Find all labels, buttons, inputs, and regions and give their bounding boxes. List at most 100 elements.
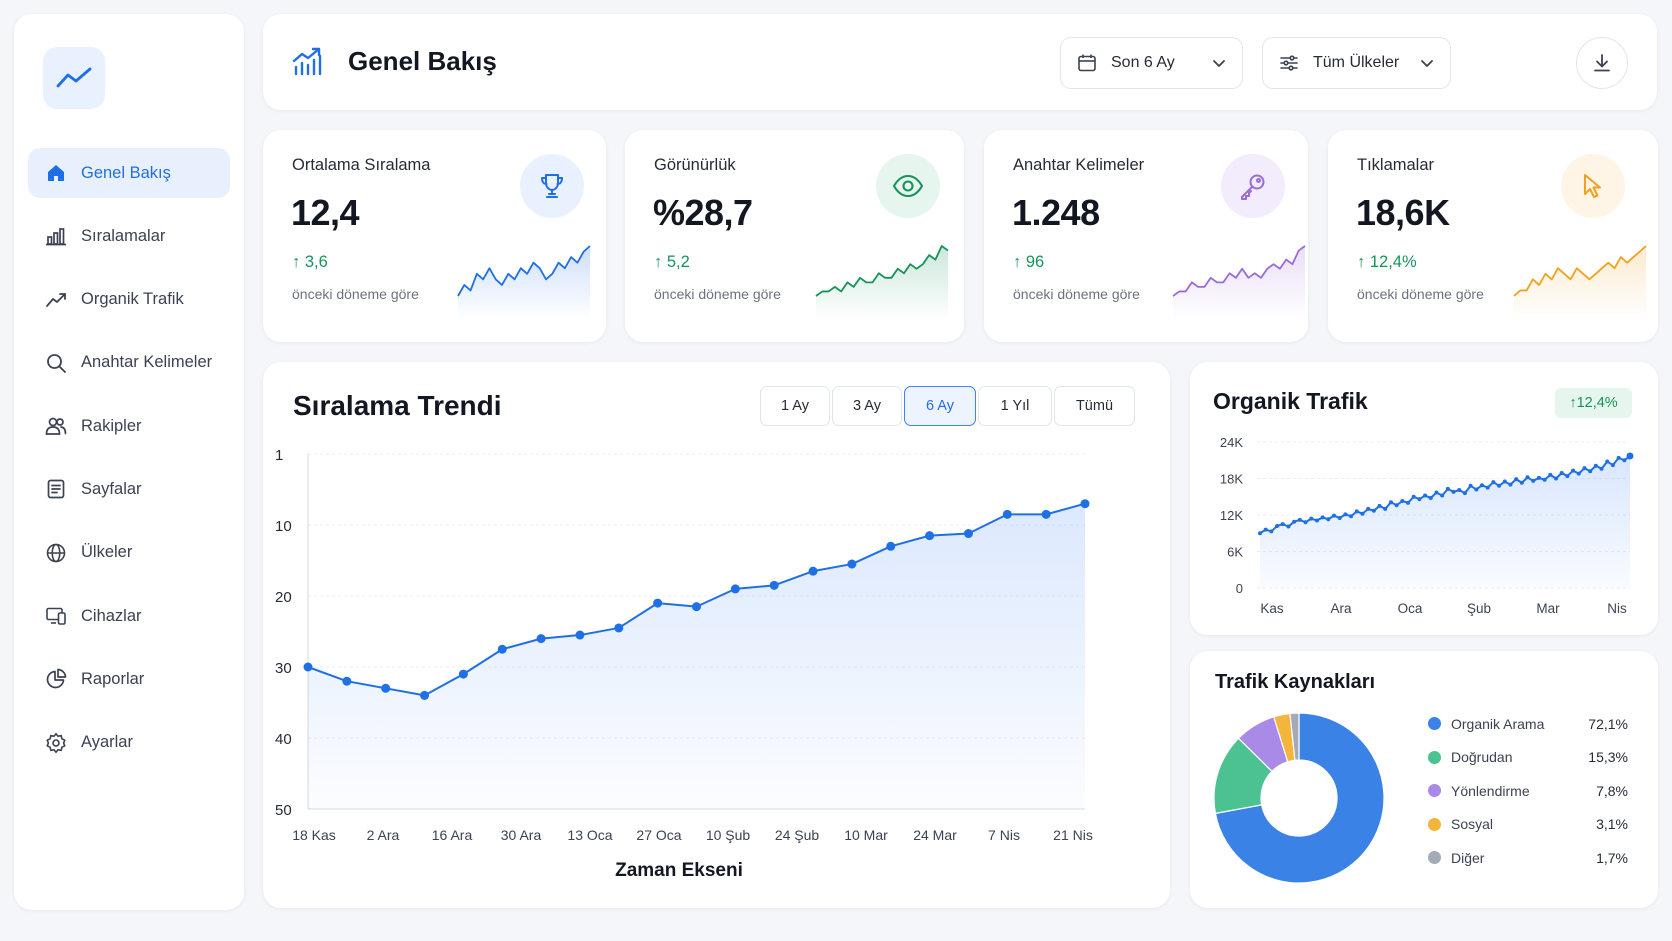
kpi-card-avg-rank[interactable]: Ortalama Sıralama 12,4 ↑ 3,6 önceki döne… xyxy=(263,130,606,342)
data-point xyxy=(1616,455,1621,460)
country-select[interactable]: Tüm Ülkeler xyxy=(1262,37,1451,89)
sidebar-item-devices[interactable]: Cihazlar xyxy=(28,591,230,641)
data-point[interactable] xyxy=(925,531,935,541)
data-point xyxy=(1491,480,1496,485)
sidebar-item-label: Organik Trafik xyxy=(81,290,184,309)
x-tick-label: 10 Şub xyxy=(706,827,751,843)
data-point xyxy=(1434,490,1439,495)
trend-badge-value: 12,4% xyxy=(1576,395,1618,411)
data-point[interactable] xyxy=(420,690,430,700)
data-point[interactable] xyxy=(653,598,663,608)
data-point[interactable] xyxy=(963,529,973,539)
data-point xyxy=(1554,476,1558,481)
data-point[interactable] xyxy=(847,559,857,569)
sparkline-area xyxy=(1173,246,1305,320)
kpi-label: Tıklamalar xyxy=(1357,156,1435,174)
kpi-label: Ortalama Sıralama xyxy=(292,156,431,174)
last-point[interactable] xyxy=(1626,452,1634,460)
data-point[interactable] xyxy=(808,566,818,576)
sidebar-nav: Genel Bakış Sıralamalar Organik Trafik A… xyxy=(28,148,230,781)
data-point[interactable] xyxy=(342,676,352,686)
range-1m-button[interactable]: 1 Ay xyxy=(760,386,830,426)
sidebar-item-label: Anahtar Kelimeler xyxy=(81,353,213,372)
kpi-label: Anahtar Kelimeler xyxy=(1013,156,1145,174)
data-point xyxy=(1514,477,1519,482)
data-point xyxy=(1519,480,1524,485)
sparkline-line xyxy=(815,245,949,297)
organic-traffic-card: Organik Trafik ↑ 12,4% 0 6K 12K 18K 24K Kas Ar… xyxy=(1190,362,1658,635)
data-point xyxy=(1258,531,1262,536)
kpi-card-keywords[interactable]: Anahtar Kelimeler 1.248 ↑ 96 önceki döne… xyxy=(984,130,1308,342)
sidebar-item-keywords[interactable]: Anahtar Kelimeler xyxy=(28,338,230,388)
data-point xyxy=(1280,522,1285,527)
sidebar-item-reports[interactable]: Raporlar xyxy=(28,654,230,704)
kpi-sub: önceki döneme göre xyxy=(1357,286,1484,302)
data-point xyxy=(1525,475,1530,480)
cursor-icon xyxy=(1561,154,1625,218)
legend-item[interactable]: Organik Arama 72,1% xyxy=(1428,707,1628,741)
y-tick-label: 18K xyxy=(1220,472,1243,487)
legend-item[interactable]: Sosyal 3,1% xyxy=(1428,808,1628,842)
data-point xyxy=(1366,506,1371,511)
data-point[interactable] xyxy=(303,662,313,672)
data-point xyxy=(1377,503,1382,508)
legend-value: 1,7% xyxy=(1596,849,1628,866)
sidebar-item-competitors[interactable]: Rakipler xyxy=(28,401,230,451)
traffic-sources-card: Trafik Kaynakları Organik Arama 72,1% Doğr… xyxy=(1190,651,1658,908)
legend-item[interactable]: Yönlendirme 7,8% xyxy=(1428,774,1628,808)
kpi-delta-value: 12,4% xyxy=(1369,253,1417,271)
data-point[interactable] xyxy=(769,580,779,590)
bar-chart-icon xyxy=(44,224,68,248)
kpi-card-clicks[interactable]: Tıklamalar 18,6K ↑ 12,4% önceki döneme g… xyxy=(1328,130,1658,342)
x-tick-label: Şub xyxy=(1467,601,1491,616)
x-tick-label: 13 Oca xyxy=(567,827,612,843)
data-point[interactable] xyxy=(497,644,507,654)
period-select[interactable]: Son 6 Ay xyxy=(1060,37,1243,89)
calendar-icon xyxy=(1078,54,1096,72)
data-point[interactable] xyxy=(458,669,468,679)
range-6m-button[interactable]: 6 Ay xyxy=(904,386,976,426)
data-point[interactable] xyxy=(730,584,740,594)
logo[interactable] xyxy=(43,47,105,109)
key-icon xyxy=(1221,154,1285,218)
range-all-button[interactable]: Tümü xyxy=(1054,386,1135,426)
data-point[interactable] xyxy=(886,541,896,551)
sidebar-item-pages[interactable]: Sayfalar xyxy=(28,464,230,514)
data-point xyxy=(1269,529,1274,534)
sidebar-item-label: Rakipler xyxy=(81,416,142,435)
data-point[interactable] xyxy=(536,634,546,644)
x-tick-label: 2 Ara xyxy=(367,827,400,843)
download-button[interactable] xyxy=(1576,37,1628,89)
globe-icon xyxy=(44,541,68,565)
legend-item[interactable]: Doğrudan 15,3% xyxy=(1428,741,1628,775)
sidebar-item-organic-traffic[interactable]: Organik Trafik xyxy=(28,275,230,325)
legend-value: 72,1% xyxy=(1588,715,1628,732)
data-point[interactable] xyxy=(614,623,624,633)
data-point[interactable] xyxy=(381,683,391,693)
legend-label: Doğrudan xyxy=(1451,749,1513,766)
sidebar-item-settings[interactable]: Ayarlar xyxy=(28,718,230,768)
donut-slice[interactable] xyxy=(1214,712,1385,884)
data-point[interactable] xyxy=(1080,499,1090,509)
range-3m-button[interactable]: 3 Ay xyxy=(832,386,902,426)
data-point[interactable] xyxy=(1002,509,1012,519)
country-select-value: Tüm Ülkeler xyxy=(1313,54,1400,71)
sidebar-item-countries[interactable]: Ülkeler xyxy=(28,528,230,578)
sidebar-item-label: Cihazlar xyxy=(81,606,142,625)
legend-item[interactable]: Diğer 1,7% xyxy=(1428,841,1628,875)
data-point[interactable] xyxy=(575,630,585,640)
data-point xyxy=(1480,483,1484,488)
data-point xyxy=(1303,520,1308,525)
sidebar-item-label: Ülkeler xyxy=(81,543,133,562)
x-tick-label: 24 Mar xyxy=(913,827,957,843)
data-point xyxy=(1468,483,1473,488)
sidebar-item-overview[interactable]: Genel Bakış xyxy=(28,148,230,198)
kpi-card-visibility[interactable]: Görünürlük %28,7 ↑ 5,2 önceki döneme gör… xyxy=(625,130,964,342)
range-1y-button[interactable]: 1 Yıl xyxy=(978,386,1052,426)
sidebar-item-rankings[interactable]: Sıralamalar xyxy=(28,211,230,261)
donut-slice[interactable] xyxy=(1289,712,1300,761)
legend-dot xyxy=(1428,784,1441,798)
data-point[interactable] xyxy=(692,602,701,612)
data-point[interactable] xyxy=(1041,509,1051,519)
